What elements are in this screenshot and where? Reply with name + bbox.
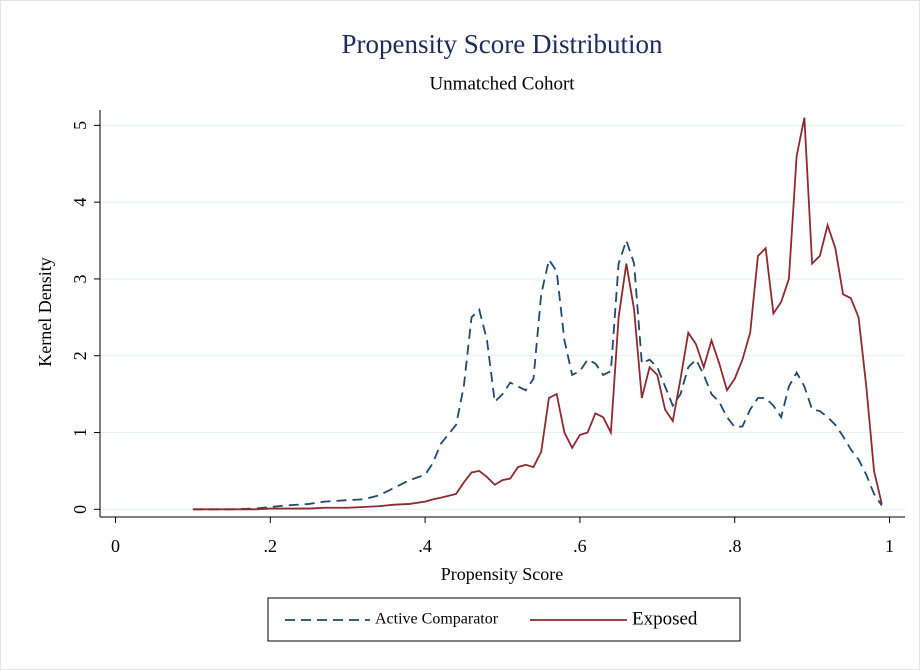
x-tick-label: .8: [728, 536, 742, 556]
y-tick-label: 1: [70, 428, 90, 437]
x-tick-label: 1: [885, 536, 894, 556]
legend-box: [267, 597, 741, 642]
x-tick-label: .6: [573, 536, 587, 556]
x-axis-title: Propensity Score: [441, 564, 563, 584]
series-line: [192, 237, 883, 511]
y-tick-label: 5: [70, 121, 90, 130]
chart-subtitle: Unmatched Cohort: [429, 73, 575, 94]
y-tick-label: 4: [70, 198, 90, 207]
x-tick-label: .4: [418, 536, 432, 556]
series-line: [192, 117, 883, 511]
legend-label: Active Comparator: [375, 611, 499, 628]
y-tick-label: 0: [70, 505, 90, 514]
y-tick-label: 2: [70, 351, 90, 360]
y-tick-label: 3: [70, 274, 90, 283]
y-axis-title: Kernel Density: [35, 257, 55, 366]
x-tick-label: .2: [264, 536, 278, 556]
legend-label: Exposed: [632, 608, 698, 629]
chart-title: Propensity Score Distribution: [342, 29, 663, 59]
x-tick-label: 0: [111, 536, 120, 556]
